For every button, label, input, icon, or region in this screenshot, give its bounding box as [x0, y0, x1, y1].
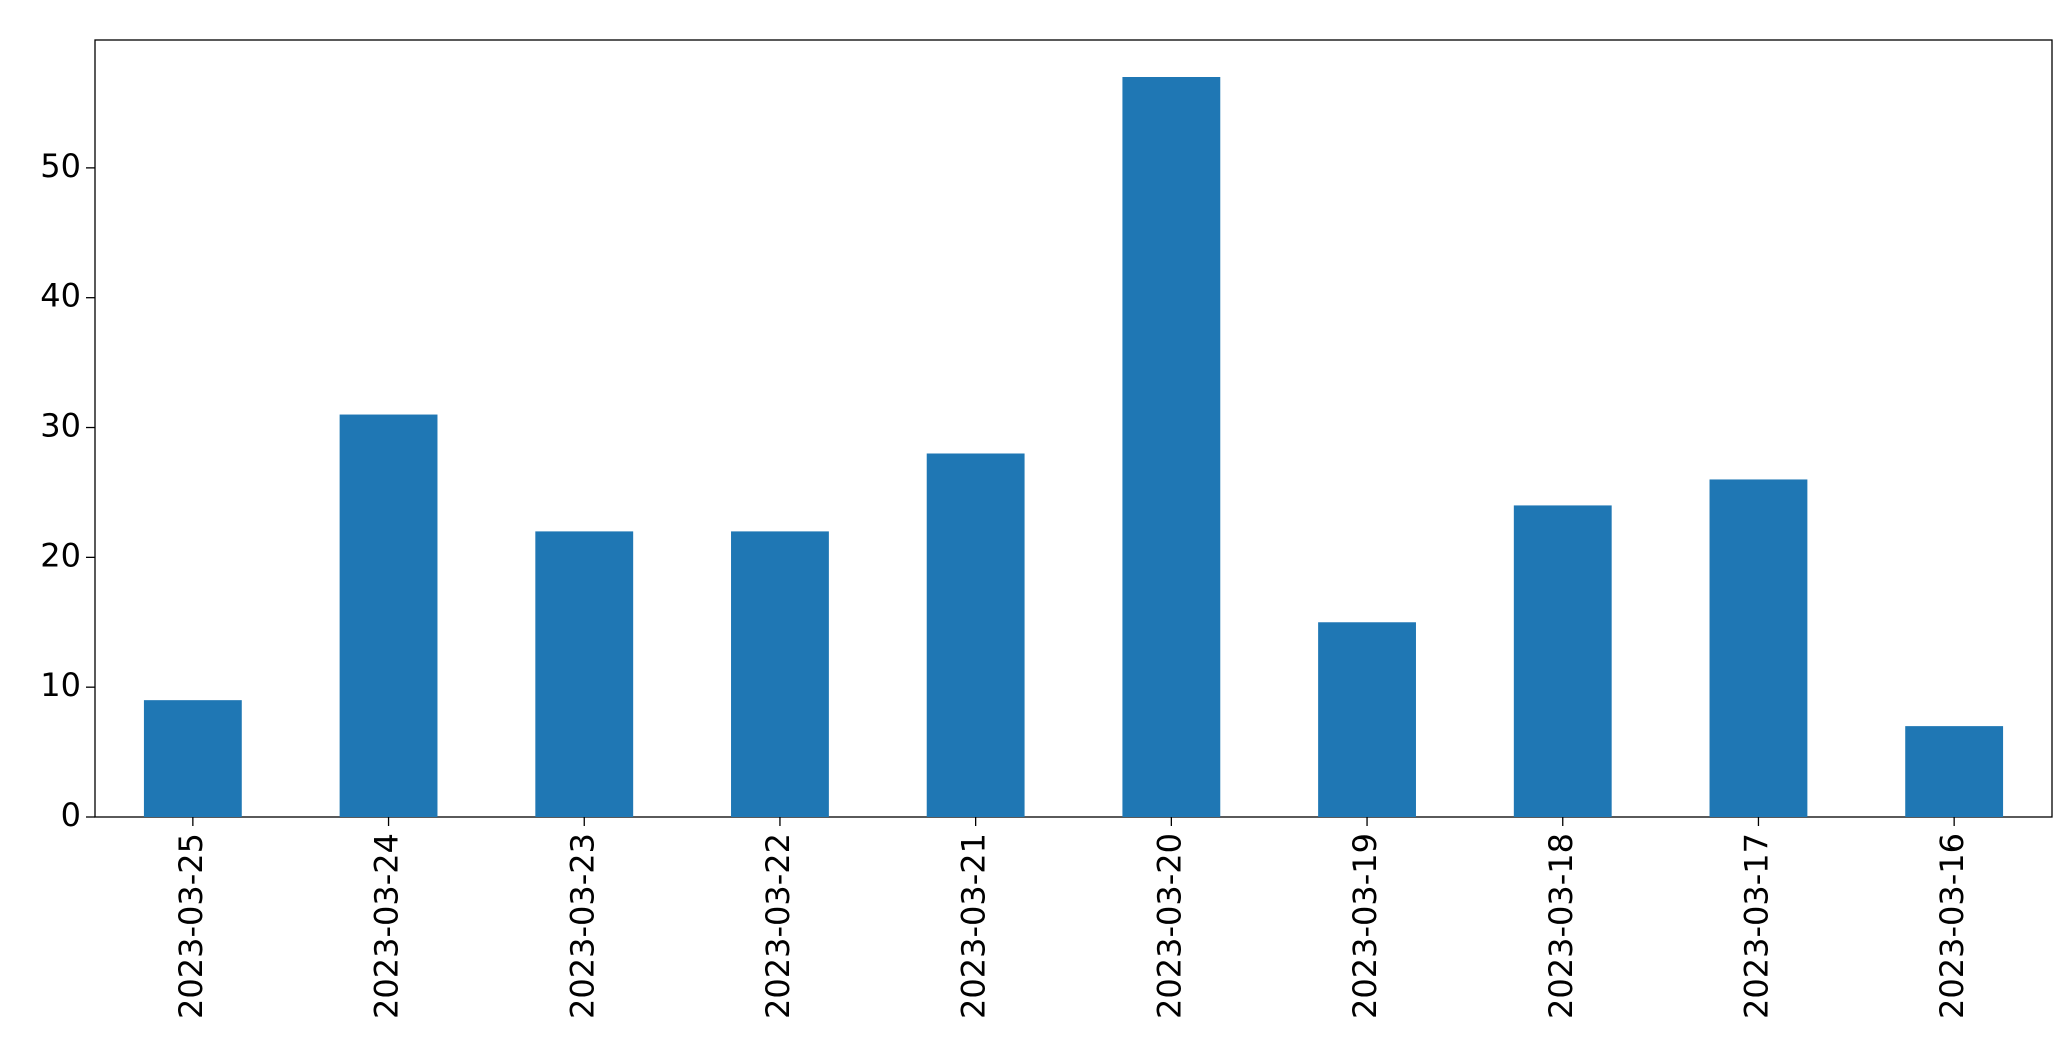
x-tick-label: 2023-03-25: [172, 833, 210, 1019]
x-tick-label: 2023-03-17: [1737, 833, 1775, 1019]
x-tick-label: 2023-03-24: [368, 833, 406, 1019]
x-tick-label: 2023-03-22: [759, 833, 797, 1019]
x-tick-label: 2023-03-23: [563, 833, 601, 1019]
x-tick-label: 2023-03-21: [955, 833, 993, 1019]
bar: [1709, 479, 1808, 817]
bar: [1122, 77, 1221, 817]
y-tick-label: 10: [40, 666, 81, 704]
x-tick-label: 2023-03-16: [1933, 833, 1971, 1019]
bar: [339, 414, 438, 817]
bar: [926, 453, 1025, 817]
bar: [535, 531, 634, 817]
x-tick-label: 2023-03-18: [1542, 833, 1580, 1019]
bar: [1513, 505, 1612, 817]
bar: [1318, 622, 1416, 817]
y-tick-label: 40: [40, 277, 81, 315]
y-tick-label: 20: [40, 536, 81, 574]
plot-frame: [94, 39, 2053, 818]
y-tick-label: 50: [40, 147, 81, 185]
x-tick-label: 2023-03-19: [1346, 833, 1384, 1019]
bar: [143, 700, 242, 817]
bar: [731, 531, 829, 817]
y-tick-label: 0: [61, 796, 81, 834]
bar: [1905, 726, 2004, 817]
y-tick-label: 30: [40, 407, 81, 445]
x-tick-label: 2023-03-20: [1150, 833, 1188, 1019]
